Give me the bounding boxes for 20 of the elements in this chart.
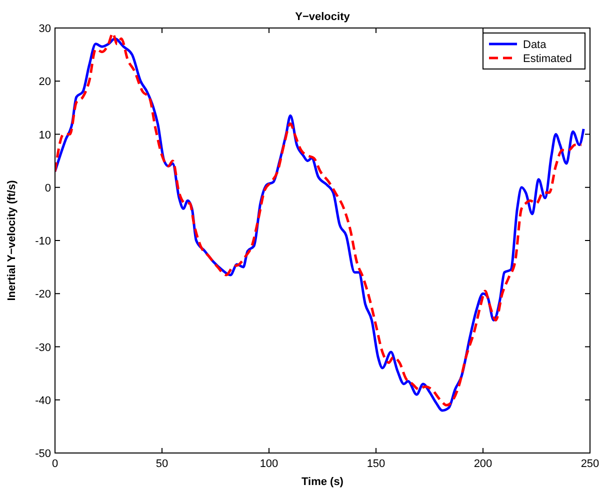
y-tick-label: 0 [44,182,51,194]
y-tick-label: 10 [38,129,51,142]
chart-title: Y−velocity [295,11,351,23]
x-tick-label: 150 [366,458,386,470]
x-tick-label: 200 [474,458,492,470]
y-tick-label: -20 [35,288,51,301]
y-tick-label: -30 [35,342,51,354]
y-tick-label: 30 [38,23,51,35]
legend-label: Estimated [523,53,572,65]
legend-label: Data [523,39,548,51]
x-tick-label: 50 [156,458,168,470]
y-tick-label: -10 [35,236,51,248]
x-tick-label: 0 [52,458,58,470]
x-tick-label: 250 [580,458,600,470]
y-tick-label: -40 [35,394,51,407]
y-tick-label: -50 [35,448,51,460]
x-axis-title: Time (s) [302,476,344,488]
y-tick-label: 20 [38,76,51,88]
y-axis-title: Inertial Y−velocity (ft/s) [6,180,18,301]
x-tick-label: 100 [260,458,278,470]
